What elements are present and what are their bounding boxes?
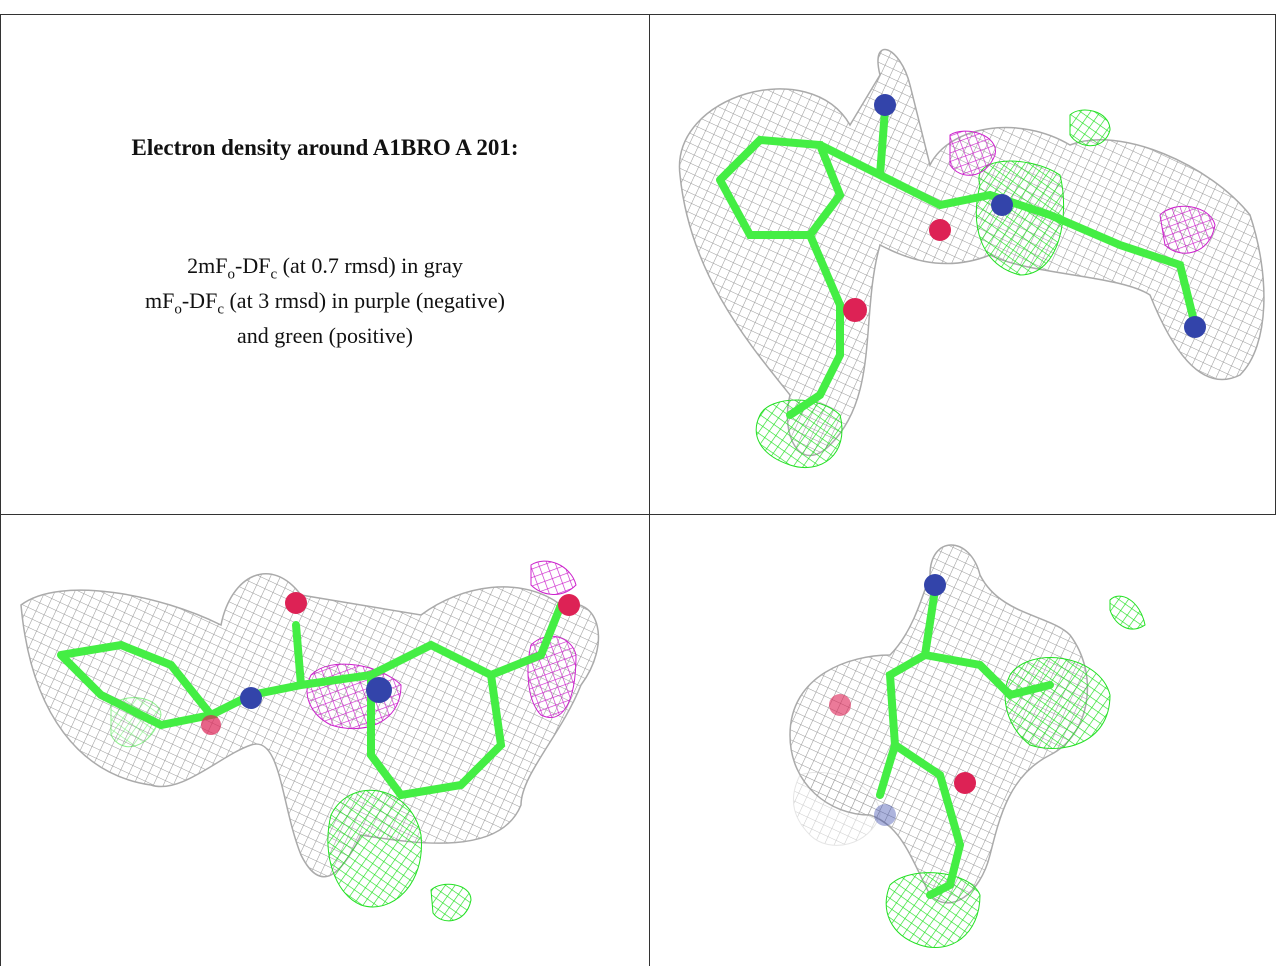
text: -DF bbox=[181, 288, 218, 313]
subscript: o bbox=[174, 301, 182, 318]
caption-cell: Electron density around A1BRO A 201: 2mF… bbox=[1, 15, 649, 514]
table-border bbox=[649, 14, 650, 966]
legend-line: 2mFo-DFc (at 0.7 rmsd) in gray bbox=[1, 248, 649, 283]
text: (at 0.7 rmsd) in gray bbox=[277, 253, 463, 278]
caption-title: Electron density around A1BRO A 201: bbox=[131, 135, 519, 160]
legend-line: mFo-DFc (at 3 rmsd) in purple (negative) bbox=[1, 283, 649, 318]
legend-line: and green (positive) bbox=[237, 323, 413, 348]
subscript: o bbox=[227, 266, 236, 283]
text: 2mF bbox=[187, 253, 228, 278]
subscript: c bbox=[217, 301, 224, 318]
table-border bbox=[0, 514, 1276, 515]
density-image bbox=[678, 48, 1265, 469]
text: mF bbox=[145, 288, 175, 313]
table-border bbox=[0, 14, 1276, 15]
text: (at 3 rmsd) in purple (negative) bbox=[223, 288, 505, 313]
density-image bbox=[789, 544, 1146, 949]
table-border bbox=[0, 14, 1, 966]
density-image bbox=[20, 560, 600, 922]
text: -DF bbox=[235, 253, 271, 278]
caption-legend: 2mFo-DFc (at 0.7 rmsd) in gray mFo-DFc (… bbox=[1, 248, 649, 353]
subscript: c bbox=[270, 266, 278, 283]
